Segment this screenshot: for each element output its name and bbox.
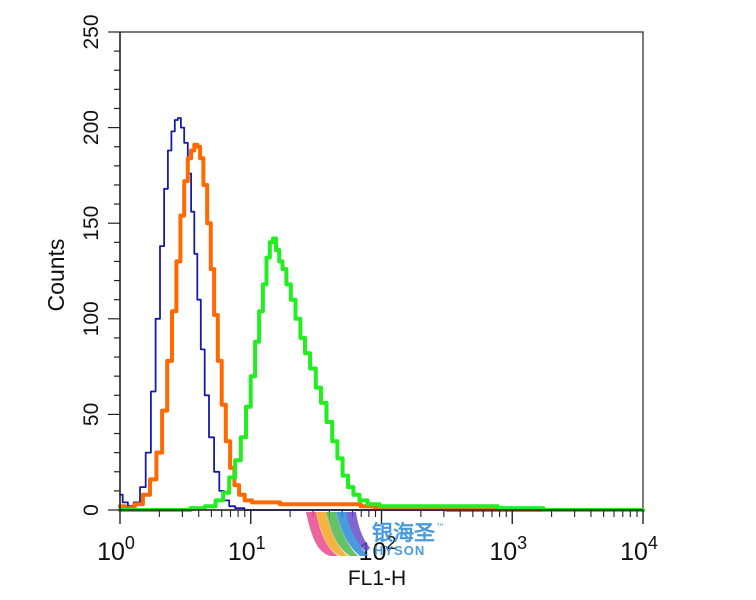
y-tick-label: 0 bbox=[80, 504, 103, 516]
x-axis-title: FL1-H bbox=[348, 567, 406, 590]
y-tick-label: 50 bbox=[80, 403, 103, 426]
x-tick-label: 101 bbox=[228, 533, 266, 566]
y-axis: 0 50 100 150 200 250 Counts bbox=[43, 14, 121, 516]
x-tick-label: 100 bbox=[97, 533, 135, 566]
series-line-3 bbox=[118, 236, 645, 512]
wave-logo-icon bbox=[306, 512, 370, 556]
watermark-logo: 银海圣 ™ HYSON bbox=[306, 512, 445, 558]
x-tick-label: 103 bbox=[489, 533, 527, 566]
y-tick-label: 200 bbox=[80, 110, 103, 145]
watermark-tm: ™ bbox=[436, 523, 445, 533]
series-line-2 bbox=[118, 142, 645, 512]
series-line-1 bbox=[119, 117, 644, 511]
plot-frame bbox=[119, 31, 644, 511]
y-tick-label: 250 bbox=[80, 14, 103, 49]
y-axis-title: Counts bbox=[43, 239, 69, 312]
watermark-latin-text: HYSON bbox=[374, 543, 425, 558]
plot-area bbox=[118, 31, 645, 512]
y-ticks: 0 50 100 150 200 250 bbox=[80, 14, 120, 516]
y-tick-label: 150 bbox=[80, 206, 103, 241]
watermark-chinese-text: 银海圣 bbox=[372, 521, 436, 545]
y-tick-label: 100 bbox=[80, 301, 103, 336]
series-layer bbox=[118, 117, 645, 512]
x-tick-label: 104 bbox=[620, 533, 658, 566]
